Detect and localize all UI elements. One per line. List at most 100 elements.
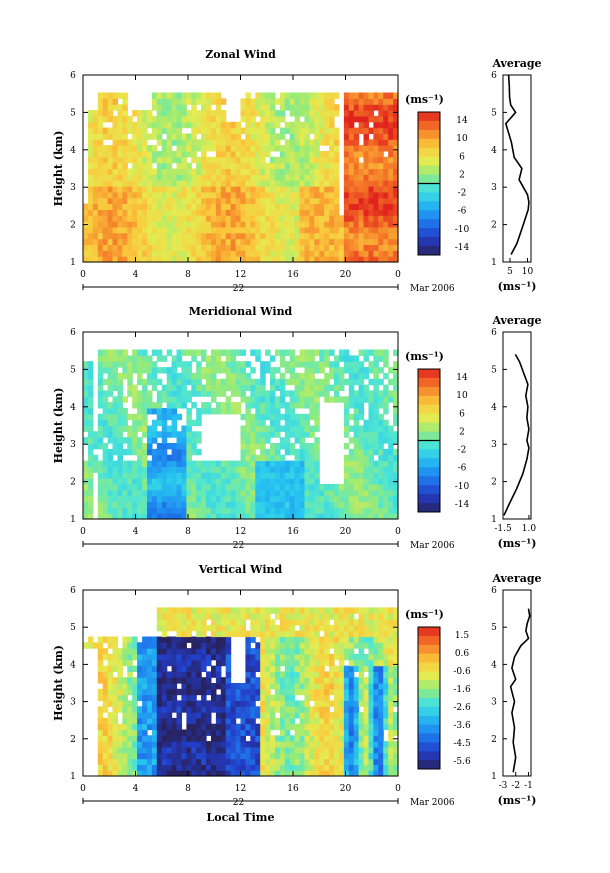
heatmap-cell [127, 115, 133, 123]
heatmap-cell [196, 513, 202, 520]
heatmap-cell [132, 712, 138, 719]
colorbar-tick-label: 14 [456, 373, 468, 383]
heatmap-cell [343, 256, 350, 263]
heatmap-cell [132, 390, 138, 397]
heatmap-cell [206, 174, 212, 181]
heatmap-cell [358, 472, 365, 479]
heatmap-cell [270, 472, 276, 479]
heatmap-cell [83, 408, 89, 415]
heatmap-cell [299, 478, 306, 485]
heatmap-cell [294, 431, 301, 438]
heatmap-cell [314, 226, 320, 234]
heatmap-cell [353, 607, 360, 614]
heatmap-cell [102, 115, 109, 123]
heatmap-cell [117, 151, 123, 158]
profile-line [503, 354, 530, 516]
heatmap-cell [368, 408, 374, 415]
heatmap-cell [343, 454, 350, 462]
heatmap-cell [156, 419, 163, 427]
heatmap-cell [230, 186, 237, 193]
heatmap-cell [142, 367, 148, 374]
heatmap-cell [83, 232, 89, 240]
heatmap-cell [102, 361, 109, 368]
heatmap-cell [97, 186, 104, 193]
heatmap-cell [102, 396, 109, 403]
heatmap-cell [275, 642, 281, 649]
heatmap-cell [304, 723, 310, 731]
heatmap-cell [388, 121, 394, 129]
heatmap-cell [265, 694, 271, 701]
heatmap-cell [176, 92, 182, 99]
heatmap-cell [211, 770, 217, 777]
heatmap-cell [220, 191, 227, 199]
heatmap-cell [176, 624, 182, 632]
heatmap-cell [87, 402, 94, 409]
heatmap-cell [151, 466, 158, 473]
heatmap-cell [166, 460, 173, 467]
heatmap-cell [161, 764, 168, 771]
heatmap-cell [161, 735, 168, 742]
heatmap-cell [215, 127, 222, 134]
heatmap-cell [171, 472, 178, 479]
heatmap-cell [92, 256, 99, 263]
x-tick-label: 8 [185, 527, 191, 537]
heatmap-cell [304, 186, 310, 193]
heatmap-cell [176, 349, 182, 356]
heatmap-cell [127, 665, 133, 672]
heatmap-cell [284, 197, 291, 205]
heatmap-cell [314, 478, 320, 485]
heatmap-cell [383, 110, 389, 117]
heatmap-cell [250, 367, 256, 374]
heatmap-cell [112, 180, 118, 187]
heatmap-cell [107, 355, 114, 362]
heatmap-cell [373, 758, 379, 765]
heatmap-cell [230, 460, 237, 467]
heatmap-cell [235, 613, 242, 620]
heatmap-cell [211, 361, 217, 368]
heatmap-cell [348, 700, 355, 707]
heatmap-cell [334, 238, 340, 245]
heatmap-cell [137, 197, 143, 205]
heatmap-cell [319, 752, 325, 760]
heatmap-cell [250, 466, 256, 473]
heatmap-cell [255, 390, 261, 397]
heatmap-cell [284, 741, 291, 748]
heatmap-cell [92, 133, 99, 140]
heatmap-cell [201, 735, 207, 742]
heatmap-cell [176, 431, 182, 438]
heatmap-cell [166, 624, 173, 632]
heatmap-cell [206, 648, 212, 655]
heatmap-cell [343, 636, 350, 643]
heatmap-cell [220, 624, 227, 632]
heatmap-cell [304, 770, 310, 777]
heatmap-cell [171, 408, 178, 415]
heatmap-cell [97, 460, 104, 467]
heatmap-cell [299, 226, 306, 234]
heatmap-cell [358, 741, 365, 748]
heatmap-cell [220, 478, 227, 485]
heatmap-cell [304, 642, 310, 649]
heatmap-cell [373, 431, 379, 438]
heatmap-cell [393, 127, 399, 134]
heatmap-cell [191, 665, 197, 672]
heatmap-cell [284, 460, 291, 467]
heatmap-cell [112, 478, 118, 485]
heatmap-cell [151, 758, 158, 765]
heatmap-cell [358, 677, 365, 684]
heatmap-cell [225, 168, 232, 175]
heatmap-cell [186, 367, 192, 374]
heatmap-cell [309, 665, 315, 672]
heatmap-cell [260, 244, 266, 251]
heatmap-cell [358, 624, 365, 632]
heatmap-cell [181, 156, 187, 164]
heatmap-cell [343, 630, 350, 638]
heatmap-cell [343, 168, 350, 175]
heatmap-cell [147, 250, 153, 257]
heatmap-cell [235, 723, 242, 731]
heatmap-cell [87, 151, 94, 158]
heatmap-cell [329, 174, 335, 181]
heatmap-cell [151, 168, 158, 175]
heatmap-cell [122, 139, 128, 146]
heatmap-cell [240, 104, 246, 111]
heatmap-cell [215, 607, 222, 614]
